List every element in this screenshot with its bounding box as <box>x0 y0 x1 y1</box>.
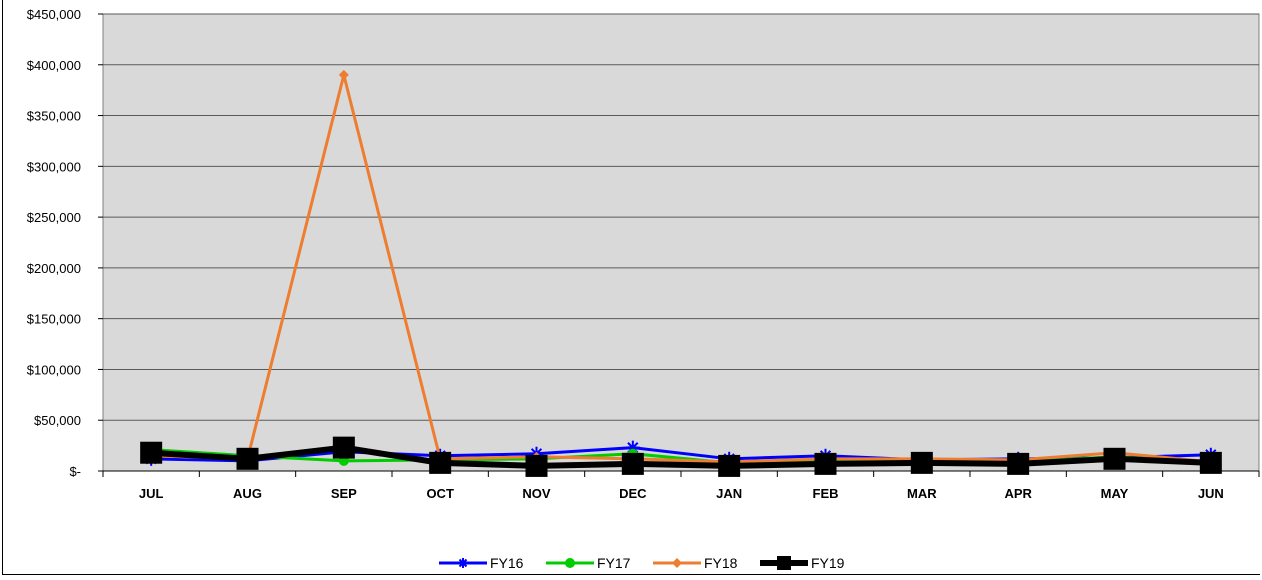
data-point-fy18 <box>338 69 349 80</box>
legend-marker <box>777 556 791 570</box>
x-tick-label: JUN <box>1198 486 1224 501</box>
data-point-fy19 <box>429 451 452 474</box>
data-point-fy19 <box>1199 451 1222 474</box>
data-point-fy19 <box>525 454 548 477</box>
x-tick-label: JUL <box>139 486 164 501</box>
x-tick-label: AUG <box>233 486 262 501</box>
legend-marker <box>565 558 575 568</box>
legend-label: FY19 <box>811 555 845 571</box>
y-tick-label: $400,000 <box>27 58 81 73</box>
legend-label: FY17 <box>597 555 631 571</box>
legend-marker <box>458 558 468 568</box>
legend-item-fy18: FY18 <box>653 555 738 571</box>
x-tick-label: JAN <box>716 486 742 501</box>
x-tick-label: SEP <box>331 486 357 501</box>
legend-label: FY18 <box>704 555 738 571</box>
series-line-fy19 <box>150 444 1211 469</box>
y-tick-label: $250,000 <box>27 210 81 225</box>
y-tick-label: $350,000 <box>27 109 81 124</box>
data-point-fy19 <box>718 454 741 477</box>
series-line-fy18 <box>151 73 1211 464</box>
x-tick-label: NOV <box>522 486 551 501</box>
y-tick-label: $- <box>69 464 81 479</box>
line-chart: $- $50,000 $100,000 $150,000 $200,000 $250,00… <box>27 7 1260 571</box>
x-tick-label: MAY <box>1101 486 1129 501</box>
legend-item-fy17: FY17 <box>546 555 631 571</box>
x-tick-label: MAR <box>907 486 937 501</box>
data-point-fy19 <box>332 436 355 459</box>
data-point-fy19 <box>621 452 644 475</box>
data-point-fy19 <box>1103 447 1126 470</box>
legend-item-fy19: FY19 <box>760 555 845 571</box>
y-tick-label: $450,000 <box>27 7 81 22</box>
legend-item-fy16: FY16 <box>439 555 524 571</box>
x-tick-label: OCT <box>426 486 454 501</box>
x-tick-label: DEC <box>619 486 647 501</box>
y-tick-label: $150,000 <box>27 312 81 327</box>
x-tick-label: APR <box>1004 486 1032 501</box>
y-tick-label: $200,000 <box>27 261 81 276</box>
legend-label: FY16 <box>490 555 524 571</box>
data-point-fy19 <box>814 452 837 475</box>
y-tick-label: $300,000 <box>27 159 81 174</box>
plot-area <box>102 13 1260 472</box>
data-point-fy19 <box>910 451 933 474</box>
data-point-fy19 <box>1007 452 1030 475</box>
x-tick-label: FEB <box>813 486 839 501</box>
y-tick-label: $50,000 <box>34 413 81 428</box>
data-point-fy19 <box>236 447 259 470</box>
legend-marker <box>672 558 682 568</box>
y-tick-label: $100,000 <box>27 362 81 377</box>
data-point-fy19 <box>140 441 163 464</box>
